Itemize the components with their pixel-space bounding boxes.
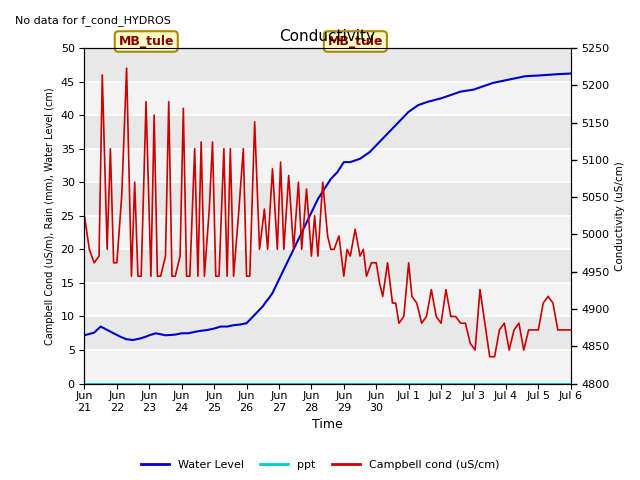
Bar <box>84 216 571 250</box>
Title: Conductivity: Conductivity <box>280 29 376 44</box>
Bar <box>84 82 571 115</box>
Text: No data for f_cond_HYDROS: No data for f_cond_HYDROS <box>15 15 171 26</box>
Bar <box>84 149 571 182</box>
Text: MB_tule: MB_tule <box>328 35 383 48</box>
Bar <box>84 350 571 384</box>
X-axis label: Time: Time <box>312 419 343 432</box>
Y-axis label: Conductivity (uS/cm): Conductivity (uS/cm) <box>615 161 625 271</box>
Text: MB_tule: MB_tule <box>118 35 174 48</box>
Y-axis label: Campbell Cond (uS/m), Rain (mm), Water Level (cm): Campbell Cond (uS/m), Rain (mm), Water L… <box>45 87 55 345</box>
Bar <box>84 283 571 316</box>
Legend: Water Level, ppt, Campbell cond (uS/cm): Water Level, ppt, Campbell cond (uS/cm) <box>136 456 504 474</box>
